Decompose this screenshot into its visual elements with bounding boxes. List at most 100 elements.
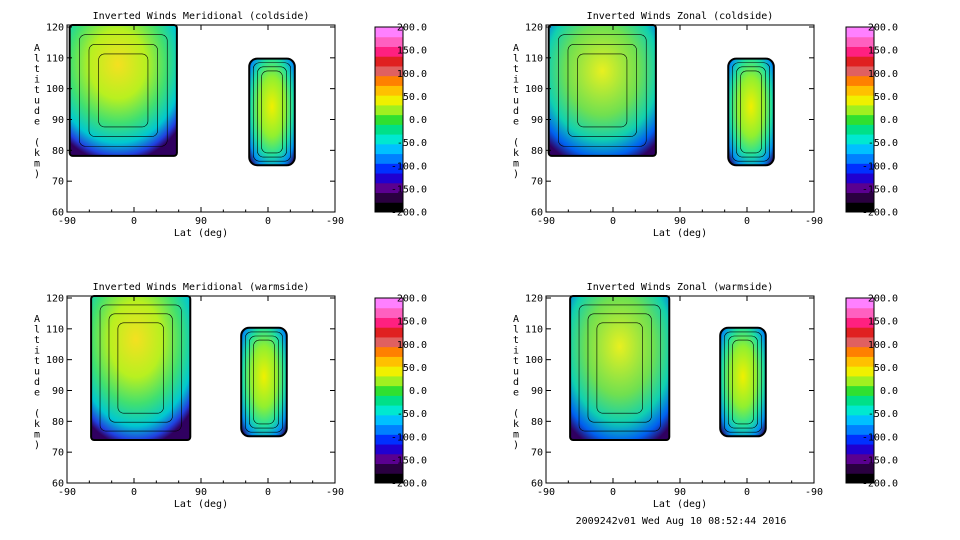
x-tick-label: -90 [537, 487, 555, 498]
colorbar-swatch [846, 298, 874, 309]
y-tick-label: 100 [46, 84, 64, 95]
colorbar-swatch [846, 405, 874, 416]
y-tick-label: 80 [52, 146, 64, 157]
colorbar-label: 200.0 [868, 294, 898, 305]
y-tick-label: 80 [531, 417, 543, 428]
y-tick-label: 100 [525, 84, 543, 95]
x-tick-label: 0 [744, 487, 750, 498]
colorbar-swatch [375, 366, 403, 377]
colorbar-swatch [846, 95, 874, 106]
contour-line [567, 43, 637, 137]
x-tick-label: 0 [131, 487, 137, 498]
colorbar-label: -200.0 [391, 208, 427, 219]
chart-title: Inverted Winds Zonal (coldside) [587, 11, 774, 22]
colorbar: 200.0 150.0 100.0 50.0 0.0 -50.0 -100.0 -150.0 -… [845, 294, 898, 490]
colorbar-swatch [375, 95, 403, 106]
colorbar-swatch [846, 395, 874, 406]
x-tick-label: 0 [265, 487, 271, 498]
contour-line [724, 331, 762, 433]
colorbar-label: -100.0 [391, 432, 427, 443]
contour-region [68, 24, 178, 157]
colorbar-label: -200.0 [862, 208, 898, 219]
contour-line [596, 322, 643, 414]
contour-line [245, 331, 283, 433]
colorbar-label: -200.0 [862, 479, 898, 490]
x-tick-label: 0 [610, 216, 616, 227]
contour-line [740, 70, 762, 154]
x-tick-label: -90 [805, 216, 823, 227]
contour-line [257, 66, 287, 158]
colorbar-swatch [846, 453, 874, 465]
colorbar-label: -50.0 [397, 409, 427, 420]
contour-line [728, 335, 758, 429]
y-tick-label: 90 [531, 386, 543, 397]
chart-title: Inverted Winds Meridional (coldside) [93, 11, 310, 22]
colorbar-label: -100.0 [391, 161, 427, 172]
colorbar-label: 50.0 [403, 92, 427, 103]
contour-region [719, 326, 767, 438]
colorbar-swatch [375, 104, 403, 116]
colorbar-swatch [375, 75, 403, 86]
y-tick-label: 60 [52, 208, 64, 219]
colorbar-swatch [375, 143, 403, 155]
colorbar-swatch [375, 134, 403, 145]
colorbar-swatch [846, 143, 874, 155]
x-tick-label: -90 [805, 487, 823, 498]
colorbar-swatch [846, 346, 874, 357]
colorbar-label: 150.0 [868, 46, 898, 57]
colorbar-swatch [846, 104, 874, 116]
contour-line [558, 34, 647, 147]
chart-panel-3: Inverted Winds Meridional (warmside) -90 0… [34, 282, 427, 510]
colorbar-swatch [375, 36, 403, 47]
contour-line [117, 322, 164, 414]
x-axis-label: Lat (deg) [653, 499, 707, 510]
colorbar-swatch [846, 317, 874, 328]
x-tick-label: 90 [674, 216, 686, 227]
contour-region [90, 295, 192, 441]
contour-line [587, 313, 652, 423]
contour-line [79, 34, 168, 147]
colorbar: 200.0 150.0 100.0 50.0 0.0 -50.0 -100.0 -150.0 -… [845, 23, 898, 219]
colorbar-swatch [846, 336, 874, 348]
colorbar-swatch [375, 395, 403, 406]
colorbar-label: 100.0 [868, 340, 898, 351]
contour-line [99, 304, 182, 432]
x-tick-label: -90 [58, 487, 76, 498]
colorbar-swatch [375, 414, 403, 426]
y-tick-label: 70 [52, 177, 64, 188]
x-tick-label: -90 [537, 216, 555, 227]
contour-region [240, 326, 288, 438]
y-tick-label: 60 [531, 208, 543, 219]
colorbar-swatch [375, 65, 403, 77]
colorbar-swatch [846, 134, 874, 145]
colorbar-label: -150.0 [862, 184, 898, 195]
colorbar-swatch [375, 336, 403, 348]
contour-line [261, 70, 283, 154]
colorbar-swatch [846, 202, 874, 213]
colorbar-label: 0.0 [409, 115, 427, 126]
colorbar-label: 150.0 [397, 46, 427, 57]
colorbar-swatch [846, 375, 874, 387]
colorbar-label: 0.0 [880, 115, 898, 126]
colorbar-swatch [846, 307, 874, 318]
contour-line [108, 313, 173, 423]
colorbar-swatch [846, 65, 874, 77]
colorbar-label: 50.0 [874, 92, 898, 103]
colorbar-label: -150.0 [391, 455, 427, 466]
colorbar-label: 100.0 [397, 340, 427, 351]
contour-line [732, 62, 770, 162]
chart-panel-2: Inverted Winds Zonal (coldside) -90 0 90 0 -9… [513, 11, 898, 239]
x-tick-label: 90 [674, 487, 686, 498]
colorbar-swatch [375, 163, 403, 174]
y-tick-label: 120 [525, 23, 543, 34]
colorbar-swatch [375, 182, 403, 194]
colorbar-swatch [846, 85, 874, 96]
colorbar-swatch [846, 385, 874, 396]
colorbar-swatch [375, 424, 403, 435]
colorbar-swatch [375, 114, 403, 125]
colorbar-swatch [846, 473, 874, 484]
y-tick-label: 60 [531, 479, 543, 490]
x-tick-label: 0 [265, 216, 271, 227]
